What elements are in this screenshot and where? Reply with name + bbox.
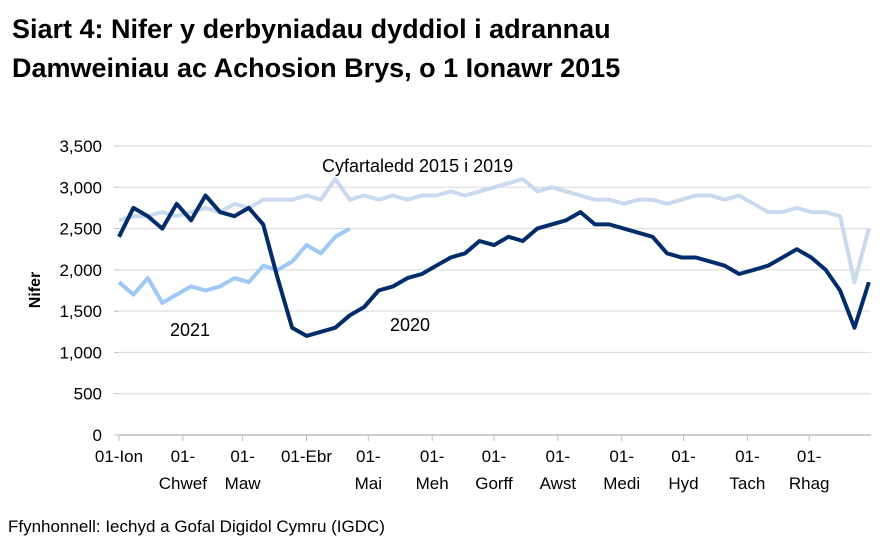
y-tick-label: 2,000 [59,261,102,280]
y-tick-label: 1,000 [59,343,102,362]
x-tick-label: Awst [540,474,577,493]
y-tick-label: 3,000 [59,178,102,197]
x-tick-label: 01- [420,447,445,466]
series-line-2020 [117,193,871,338]
x-tick-label: Chwef [159,474,207,493]
x-tick-label: Rhag [789,474,830,493]
x-tick-label: 01- [230,447,255,466]
y-tick-label: 3,500 [59,137,102,156]
annotation-average: Cyfartaledd 2015 i 2019 [322,156,513,176]
x-tick-label: Meh [416,474,449,493]
y-axis-label: Nifer [27,272,44,308]
x-tick-label: Medi [603,474,640,493]
y-tick-label: 1,500 [59,302,102,321]
series-line-cyfartaledd-2015-i-2019 [118,177,871,285]
x-tick-label: 01- [609,447,634,466]
x-tick-label: 01- [482,447,507,466]
series-line-2021 [117,226,351,305]
x-tick-label: 01- [797,447,822,466]
x-tick-label: Mai [355,474,382,493]
x-tick-label: Gorff [475,474,513,493]
chart-title-line-2: Damweiniau ac Achosion Brys, o 1 Ionawr … [12,53,621,83]
x-tick-label: 01- [356,447,381,466]
y-tick-label: 0 [93,426,102,445]
y-tick-label: 500 [74,385,102,404]
x-tick-label: 01- [735,447,760,466]
chart-title-line-1: Siart 4: Nifer y derbyniadau dyddiol i a… [12,14,611,44]
x-tick-label: Tach [729,474,765,493]
x-tick-label: 01-Ion [95,447,143,466]
x-tick-label: 01- [546,447,571,466]
x-tick-label: Maw [225,474,262,493]
x-tick-label: 01- [671,447,696,466]
annotation-2020: 2020 [390,315,430,335]
x-tick-label: 01- [171,447,196,466]
y-tick-label: 2,500 [59,220,102,239]
annotation-2021: 2021 [170,320,210,340]
x-tick-label: 01-Ebr [281,447,332,466]
x-tick-label: Hyd [668,474,698,493]
source-note: Ffynhonnell: Iechyd a Gofal Digidol Cymr… [8,517,385,536]
